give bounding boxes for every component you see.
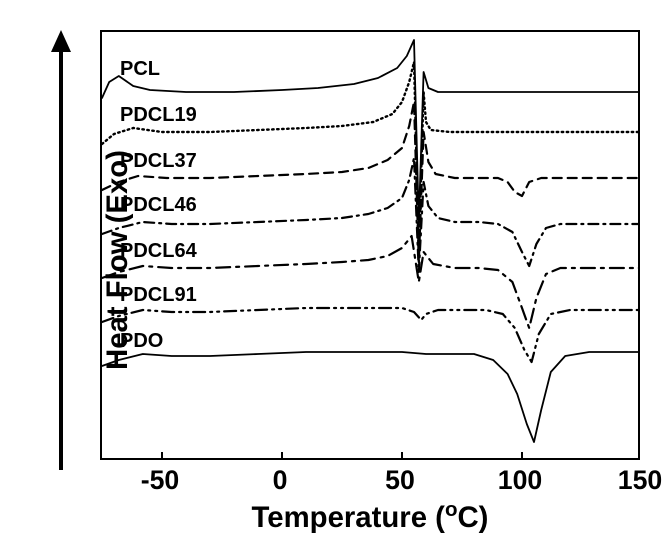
x-axis-label-sup: o	[445, 498, 458, 521]
series-label-pcl: PCL	[120, 58, 160, 81]
dsc-thermogram-figure: Heat Flow (Exo) PCLPDCL19PDCL37PDCL46PDC…	[0, 0, 663, 546]
x-axis-label-prefix: Temperature (	[252, 501, 445, 534]
series-label-pdcl91: PDCL91	[120, 284, 197, 307]
exo-arrow	[50, 30, 70, 470]
arrow-head-icon	[51, 30, 71, 52]
x-tick-label: 150	[618, 465, 662, 496]
series-label-pdcl37: PDCL37	[120, 150, 197, 173]
series-label-pdo: PDO	[120, 330, 163, 353]
x-axis-label: Temperature (oC)	[252, 498, 489, 535]
x-tick-label: 0	[273, 465, 288, 496]
arrow-shaft	[59, 50, 63, 470]
curve-pdcl91	[102, 308, 640, 362]
x-axis-label-suffix: C)	[458, 501, 489, 534]
curve-pdo	[102, 352, 640, 442]
x-tick-label: 100	[498, 465, 542, 496]
series-label-pdcl19: PDCL19	[120, 104, 197, 127]
x-tick-label: -50	[141, 465, 180, 496]
plot-area: PCL PDCL19 PDCL37 PDCL46 PDCL64 PDCL91 PDO	[100, 30, 640, 460]
x-tick-label: 50	[385, 465, 415, 496]
series-label-pdcl64: PDCL64	[120, 240, 197, 263]
series-label-pdcl46: PDCL46	[120, 194, 197, 217]
